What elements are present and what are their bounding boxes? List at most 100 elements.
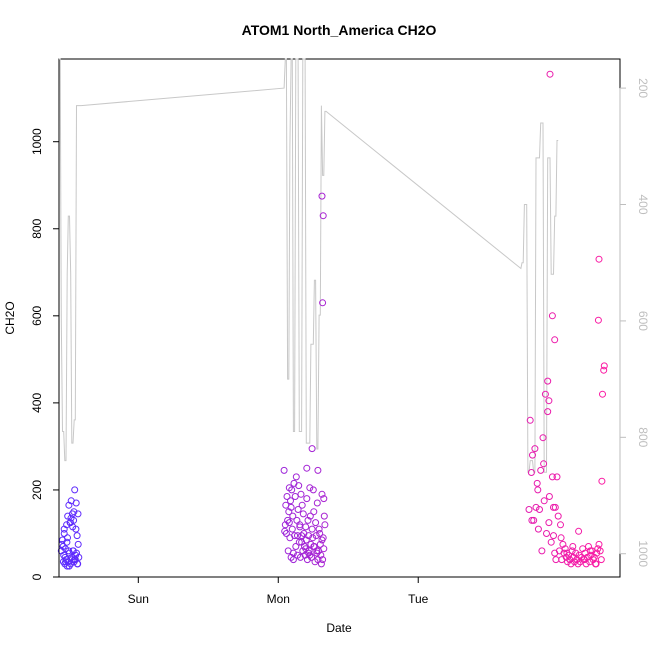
data-point <box>294 506 302 513</box>
data-point <box>567 560 575 568</box>
data-point <box>287 497 294 505</box>
y2-tick-label: 600 <box>636 311 650 331</box>
data-point <box>309 534 317 542</box>
data-point <box>318 536 326 544</box>
data-point <box>548 312 556 320</box>
data-point <box>61 553 69 561</box>
data-point <box>306 484 314 492</box>
data-point <box>288 525 296 533</box>
data-point <box>291 532 299 540</box>
pressure-line <box>59 58 559 473</box>
axes: 0 200 400 600 800 1000 200 400 600 800 1000 Sun Mon T… <box>30 78 650 606</box>
data-point <box>574 560 582 568</box>
data-point <box>69 547 77 555</box>
data-point <box>308 445 316 453</box>
data-point <box>534 525 542 533</box>
data-point <box>291 493 299 500</box>
data-point <box>600 366 608 374</box>
data-point <box>302 523 310 531</box>
data-point <box>526 416 534 424</box>
x-tick-label: Mon <box>267 592 290 606</box>
data-point <box>544 377 552 385</box>
y-tick-label: 800 <box>30 218 44 238</box>
y2-tick-label: 400 <box>636 194 650 214</box>
data-point <box>547 538 555 546</box>
data-point <box>527 469 535 476</box>
data-point <box>295 538 303 546</box>
data-point <box>575 551 583 559</box>
data-point <box>540 460 548 468</box>
data-point <box>288 486 296 494</box>
x-tick-label: Tue <box>408 592 429 606</box>
data-point <box>68 556 76 564</box>
data-point <box>65 547 73 555</box>
data-point <box>318 490 326 498</box>
data-point <box>545 493 553 500</box>
data-point <box>298 532 306 540</box>
data-point <box>540 497 548 505</box>
data-point <box>299 510 307 518</box>
data-point <box>293 516 301 524</box>
data-point <box>576 558 584 566</box>
data-point <box>309 486 317 494</box>
data-point <box>313 549 321 557</box>
data-point <box>562 553 570 561</box>
data-point <box>312 532 320 540</box>
data-point <box>62 558 70 566</box>
plot-area <box>57 58 608 570</box>
data-point <box>315 525 323 533</box>
data-point <box>598 477 606 485</box>
data-point <box>313 547 321 555</box>
data-point <box>564 558 571 566</box>
data-point <box>289 556 297 564</box>
data-point <box>318 192 326 200</box>
y-tick-label: 200 <box>30 480 44 500</box>
data-point <box>319 212 327 220</box>
data-point <box>569 543 577 550</box>
data-point <box>73 532 81 540</box>
data-point <box>280 466 288 474</box>
data-point <box>285 519 293 527</box>
data-point <box>314 466 322 474</box>
data-point <box>306 512 314 520</box>
data-point <box>529 451 536 459</box>
data-point <box>65 562 73 570</box>
data-point <box>552 556 560 564</box>
data-point <box>563 549 571 557</box>
data-point <box>74 510 82 518</box>
data-point <box>294 532 301 540</box>
data-point <box>534 486 542 494</box>
y2-tick-label: 200 <box>636 78 650 98</box>
data-point <box>545 397 553 405</box>
data-point <box>575 527 583 535</box>
data-point <box>71 556 78 564</box>
data-point <box>63 562 71 570</box>
data-point <box>595 540 603 548</box>
data-point <box>531 445 539 453</box>
data-point <box>586 547 594 555</box>
y-tick-label: 400 <box>30 393 44 413</box>
data-point <box>70 508 78 516</box>
data-point <box>72 499 80 507</box>
data-point <box>303 495 311 503</box>
data-point <box>316 530 324 537</box>
data-point <box>298 501 306 509</box>
data-point <box>545 519 553 527</box>
data-point <box>543 530 550 537</box>
x-tick-label: Sun <box>128 592 149 606</box>
data-point <box>553 473 561 481</box>
data-point <box>305 549 313 557</box>
y-axis-label: CH2O <box>3 301 17 334</box>
data-point <box>292 543 300 550</box>
data-point <box>538 547 546 555</box>
data-point <box>281 527 289 535</box>
data-point <box>303 464 311 472</box>
data-point <box>316 540 324 548</box>
data-point <box>292 473 300 481</box>
data-point <box>593 549 601 557</box>
data-point <box>599 390 606 398</box>
data-point <box>287 503 295 511</box>
data-point <box>539 434 547 442</box>
y2-tick-label: 1000 <box>636 540 650 567</box>
